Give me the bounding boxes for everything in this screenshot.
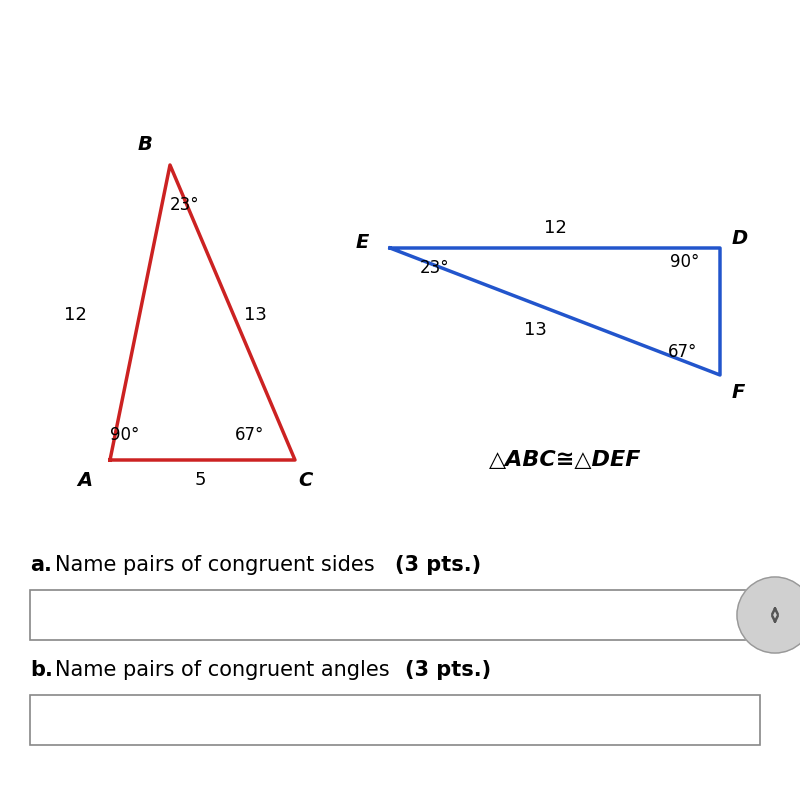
Text: E: E (355, 233, 369, 251)
Text: 23°: 23° (420, 259, 450, 277)
Text: △ABC≅△DEF: △ABC≅△DEF (489, 450, 642, 470)
Text: A: A (78, 470, 93, 490)
Text: 5: 5 (194, 471, 206, 489)
Text: B: B (138, 135, 153, 154)
Text: 67°: 67° (235, 426, 265, 444)
Text: 13: 13 (243, 306, 266, 324)
Text: 90°: 90° (110, 426, 140, 444)
Text: b.: b. (30, 660, 53, 680)
FancyBboxPatch shape (30, 695, 760, 745)
Text: 12: 12 (63, 306, 86, 324)
Text: F: F (731, 382, 745, 402)
Text: 13: 13 (523, 321, 546, 339)
Text: D: D (732, 229, 748, 247)
Text: (3 pts.): (3 pts.) (395, 555, 481, 575)
Text: 90°: 90° (670, 253, 700, 271)
Text: Name pairs of congruent sides: Name pairs of congruent sides (55, 555, 382, 575)
Text: 67°: 67° (668, 343, 698, 361)
Text: C: C (298, 470, 312, 490)
Text: Name pairs of congruent angles: Name pairs of congruent angles (55, 660, 396, 680)
Text: a.: a. (30, 555, 52, 575)
Text: 12: 12 (543, 219, 566, 237)
Text: 23°: 23° (170, 196, 200, 214)
Circle shape (737, 577, 800, 653)
FancyBboxPatch shape (30, 590, 760, 640)
Text: (3 pts.): (3 pts.) (405, 660, 491, 680)
